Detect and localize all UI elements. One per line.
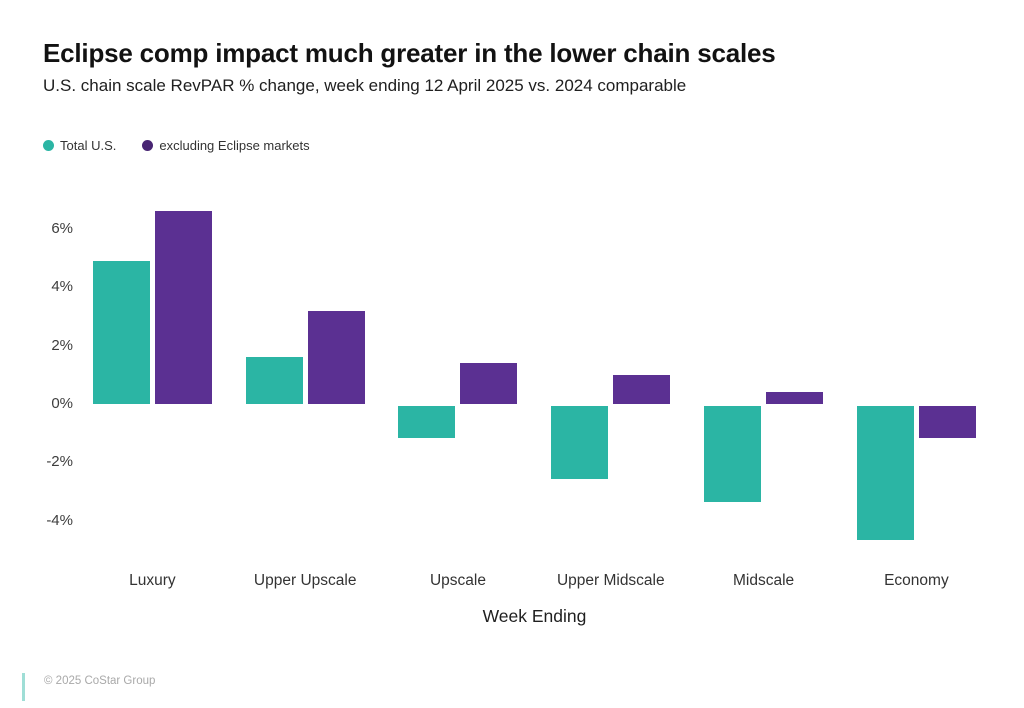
bar-total-u-s--upper-upscale xyxy=(245,357,303,404)
category-label: Luxury xyxy=(129,572,176,589)
plot-area: Luxury Upper Upscale Upscale Upper Midscale… xyxy=(76,200,993,589)
bar-group-upper-midscale: Upper Midscale xyxy=(534,200,687,589)
copyright-text: © 2025 CoStar Group xyxy=(44,675,156,687)
bar-group-luxury: Luxury xyxy=(76,200,229,589)
legend-dot-teal-icon xyxy=(43,140,54,151)
x-axis-title: Week Ending xyxy=(482,606,587,626)
y-axis-tick-label: -2% xyxy=(46,453,73,471)
category-label: Upper Upscale xyxy=(253,572,357,589)
y-axis-tick-label: 2% xyxy=(51,336,73,354)
bar-group-economy: Economy xyxy=(840,200,993,589)
legend-item-total-us: Total U.S. xyxy=(43,138,116,153)
bar-total-u-s--luxury xyxy=(92,261,150,404)
category-label: Upper Midscale xyxy=(556,572,665,589)
legend-item-excluding-eclipse: excluding Eclipse markets xyxy=(142,138,310,153)
bar-excluding-eclipse-markets-upper-midscale xyxy=(613,374,671,404)
bar-excluding-eclipse-markets-midscale xyxy=(766,392,824,404)
legend-label-excluding-eclipse: excluding Eclipse markets xyxy=(159,138,310,153)
bar-group-midscale: Midscale xyxy=(687,200,840,589)
bar-total-u-s--upscale xyxy=(398,406,456,439)
bar-total-u-s--midscale xyxy=(704,406,762,503)
bar-group-upscale: Upscale xyxy=(382,200,535,589)
chart-subtitle: U.S. chain scale RevPAR % change, week e… xyxy=(43,76,687,95)
chart-legend: Total U.S. excluding Eclipse markets xyxy=(43,138,310,153)
y-axis-tick-label: 4% xyxy=(51,278,73,296)
bar-excluding-eclipse-markets-luxury xyxy=(154,211,212,404)
chart-title: Eclipse comp impact much greater in the … xyxy=(43,38,776,68)
y-axis-tick-label: 6% xyxy=(51,219,73,237)
category-label: Upscale xyxy=(429,572,486,589)
legend-dot-purple-icon xyxy=(142,140,154,151)
y-axis-tick-label: -4% xyxy=(46,511,73,529)
footer-accent-bar xyxy=(22,673,25,701)
bar-group-upper-upscale: Upper Upscale xyxy=(229,200,382,589)
bar-chart: 6% 4% 2% 0% -2% -4% Luxury Upper Upscale Upscal… xyxy=(0,200,1024,589)
bar-total-u-s--economy xyxy=(856,406,914,541)
bar-total-u-s--upper-midscale xyxy=(551,406,609,479)
category-label: Economy xyxy=(884,572,949,589)
y-axis-tick-label: 0% xyxy=(51,395,73,412)
bar-excluding-eclipse-markets-upscale xyxy=(460,363,518,404)
bar-excluding-eclipse-markets-upper-upscale xyxy=(307,310,365,404)
category-label: Midscale xyxy=(733,572,795,589)
legend-label-total-us: Total U.S. xyxy=(60,138,117,153)
bar-excluding-eclipse-markets-economy xyxy=(918,406,976,439)
